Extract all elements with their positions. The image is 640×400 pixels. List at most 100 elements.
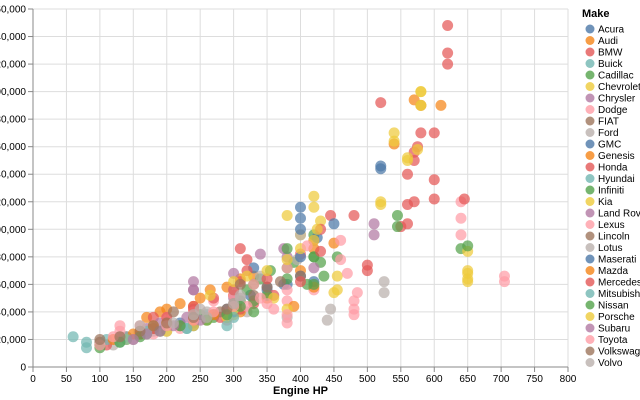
legend-symbol xyxy=(585,24,595,34)
legend-label: Maserati xyxy=(598,255,636,266)
legend-symbol xyxy=(585,162,595,172)
legend-symbol xyxy=(585,70,595,80)
data-point xyxy=(204,289,216,301)
data-point xyxy=(455,229,467,241)
legend-label: Volkswage xyxy=(598,347,640,358)
data-point xyxy=(81,342,92,354)
y-tick-label: 80,000 xyxy=(0,252,26,263)
legend-symbol xyxy=(585,59,595,68)
data-point xyxy=(378,276,390,288)
data-point xyxy=(315,245,327,257)
data-point xyxy=(308,190,320,202)
data-point xyxy=(167,306,179,318)
data-point xyxy=(281,243,293,255)
data-point xyxy=(402,168,413,180)
y-axis-ticks: 0 20,000 40,000 60,000 80,000 100,000 120,000 1… xyxy=(0,5,33,374)
data-point xyxy=(331,270,343,282)
y-tick-label: 60,000 xyxy=(0,280,26,291)
legend-label: Buick xyxy=(598,59,623,70)
x-tick-label: 650 xyxy=(459,374,476,385)
data-point xyxy=(458,193,470,205)
data-point xyxy=(295,201,306,213)
data-point xyxy=(308,278,320,290)
legend-symbol xyxy=(585,358,595,367)
data-point xyxy=(415,86,427,98)
data-point xyxy=(328,218,340,230)
x-tick-label: 400 xyxy=(292,374,309,385)
data-point xyxy=(375,196,387,208)
data-point xyxy=(402,152,413,164)
data-point xyxy=(221,320,233,332)
legend-symbol xyxy=(585,185,595,195)
legend-label: Dodge xyxy=(598,105,628,116)
legend-symbol xyxy=(585,36,595,45)
data-point xyxy=(261,273,273,285)
legend-symbol xyxy=(585,300,595,310)
data-point xyxy=(462,265,474,277)
y-tick-label: 0 xyxy=(20,363,26,374)
x-tick-label: 250 xyxy=(192,374,209,385)
data-point xyxy=(442,20,454,32)
data-point xyxy=(254,248,266,260)
legend-label: Nissan xyxy=(598,301,629,312)
legend-label: Audi xyxy=(598,36,618,47)
legend-symbol xyxy=(585,289,595,298)
data-point xyxy=(318,270,330,282)
data-point xyxy=(308,201,320,213)
data-point xyxy=(134,320,146,332)
legend-label: Volvo xyxy=(598,358,623,369)
data-points xyxy=(67,20,510,354)
data-point xyxy=(435,99,447,111)
data-point xyxy=(248,278,260,290)
legend-symbol xyxy=(585,208,595,218)
x-tick-label: 0 xyxy=(30,374,36,385)
x-tick-label: 350 xyxy=(259,374,276,385)
x-tick-label: 150 xyxy=(125,374,142,385)
data-point xyxy=(188,284,199,296)
data-point xyxy=(127,333,139,345)
data-point xyxy=(274,276,286,288)
data-point xyxy=(301,240,313,252)
legend-label: Honda xyxy=(598,163,628,174)
data-point xyxy=(455,212,467,224)
x-tick-label: 550 xyxy=(392,374,409,385)
legend-symbol xyxy=(585,105,595,114)
x-tick-label: 300 xyxy=(225,374,242,385)
legend-symbol xyxy=(585,323,595,333)
legend-symbol xyxy=(585,312,595,321)
legend-symbol xyxy=(585,220,595,229)
data-point xyxy=(415,99,427,111)
data-point xyxy=(261,265,273,277)
data-point xyxy=(498,276,510,288)
legend-symbol xyxy=(585,266,595,275)
x-tick-label: 750 xyxy=(526,374,543,385)
grid-lines xyxy=(32,8,569,368)
y-tick-label: 200,000 xyxy=(0,87,26,98)
legend-label: Lexus xyxy=(598,220,625,231)
legend-label: Land Rove xyxy=(598,209,640,220)
data-point xyxy=(351,287,363,299)
legend-symbol xyxy=(585,93,595,103)
legend-symbol xyxy=(585,151,595,160)
legend-label: Subaru xyxy=(598,324,630,335)
legend-label: Lincoln xyxy=(598,232,630,243)
data-point xyxy=(325,303,337,315)
legend-label: Chrysler xyxy=(598,94,636,105)
legend-symbol xyxy=(585,231,595,241)
legend: Make AcuraAudiBMWBuickCadillacChevroletC… xyxy=(582,8,640,369)
x-axis-ticks: 0 50 100 150 200 250 300 350 400 450 500 550 600 650 7… xyxy=(30,367,577,385)
data-point xyxy=(194,292,206,304)
y-tick-label: 260,000 xyxy=(0,5,26,16)
legend-symbol xyxy=(585,174,595,183)
data-point xyxy=(228,298,240,310)
data-point xyxy=(391,221,403,233)
data-point xyxy=(295,223,306,235)
legend-title: Make xyxy=(582,8,610,20)
data-point xyxy=(234,243,246,255)
x-tick-label: 700 xyxy=(493,374,510,385)
data-point xyxy=(281,254,293,266)
y-tick-label: 120,000 xyxy=(0,197,26,208)
legend-label: Mitsubishi xyxy=(598,289,640,300)
data-point xyxy=(295,212,306,224)
